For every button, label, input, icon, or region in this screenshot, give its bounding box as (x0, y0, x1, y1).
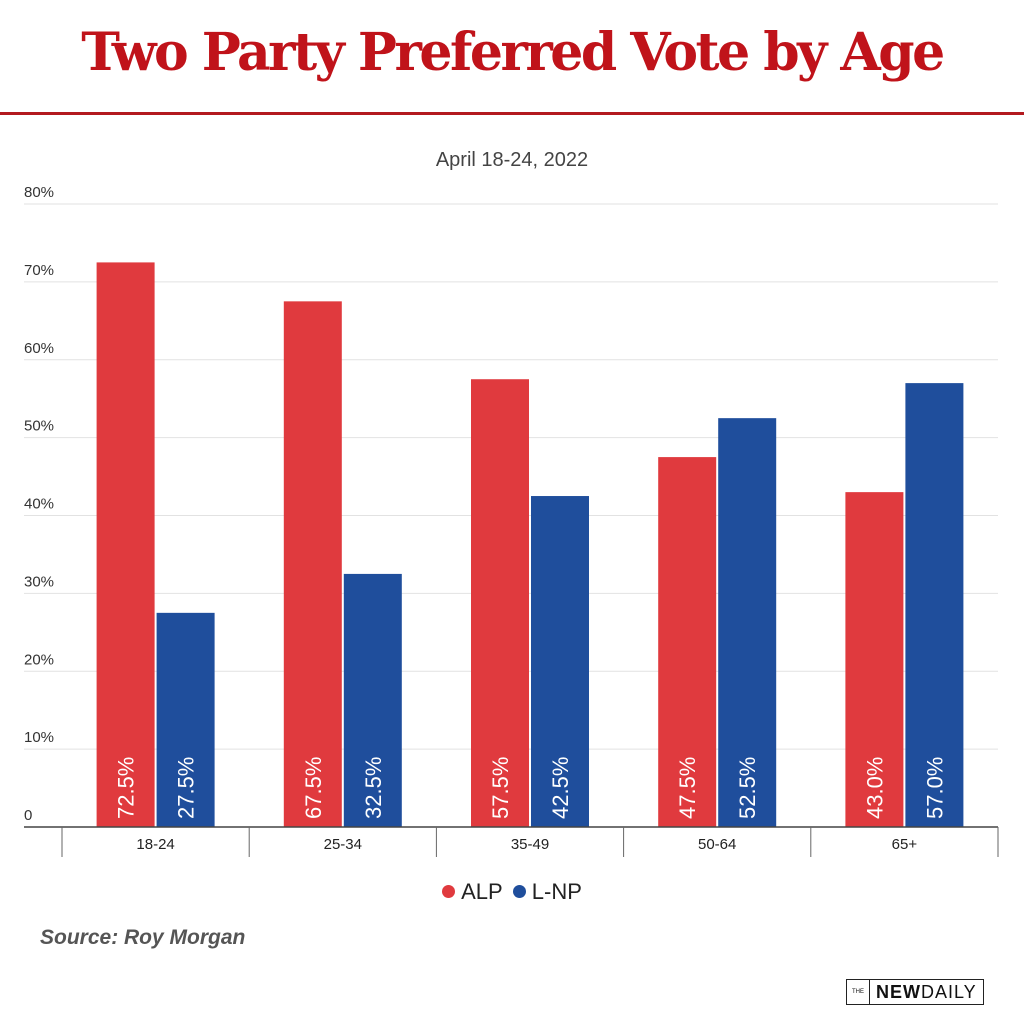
y-tick-label: 20% (24, 651, 54, 668)
bar-data-label: 27.5% (174, 757, 199, 819)
x-tick-label: 35-49 (511, 836, 549, 853)
source-note: Source: Roy Morgan (40, 926, 246, 949)
legend-label-alp: ALP (461, 878, 503, 904)
bar-data-label: 32.5% (361, 757, 386, 819)
bar-data-label: 52.5% (735, 757, 760, 819)
bar-alp-65+ (845, 492, 904, 827)
bar-data-label: 47.5% (675, 757, 700, 819)
alp-dot-icon (442, 885, 456, 898)
y-tick-label: 80% (24, 184, 54, 201)
y-tick-label: 10% (24, 729, 54, 746)
bar-l-np-35-49 (531, 496, 589, 827)
y-tick-label: 50% (24, 418, 54, 435)
bar-data-label: 43.0% (862, 757, 887, 819)
bar-data-labels: 72.5% 27.5% 67.5% 32.5% 57.5% 42.5% 47.5% 52.5%… (114, 757, 948, 819)
newdaily-logo: THE NEW DAILY (846, 979, 984, 1005)
x-tick-label: 18-24 (136, 836, 174, 853)
bar-l-np-50-64 (718, 418, 777, 827)
bar-data-label: 57.5% (488, 757, 513, 819)
lnp-dot-icon (512, 885, 526, 898)
y-tick-label: 30% (24, 573, 54, 590)
legend-item-lnp[interactable]: L-NP (512, 878, 582, 905)
bar-alp-18-24 (96, 262, 155, 827)
y-tick-label: 40% (24, 496, 54, 513)
bar-data-label: 67.5% (301, 757, 326, 819)
bar-data-label: 57.0% (922, 757, 947, 819)
x-axis: 18-24 25-34 35-49 50-64 65+ (24, 826, 999, 857)
chart-subtitle: April 18-24, 2022 (435, 149, 589, 171)
x-tick-label: 65+ (892, 836, 918, 853)
y-tick-label: 70% (24, 262, 54, 279)
bar-alp-25-34 (283, 301, 342, 827)
y-tick-label: 60% (24, 340, 54, 357)
bar-data-label: 42.5% (548, 757, 573, 819)
legend: ALP L-NP (0, 878, 1024, 905)
x-tick-label: 50-64 (698, 836, 736, 853)
logo-name: NEW DAILY (870, 980, 983, 1004)
y-axis-ticks: 0 10% 20% 30% 40% 50% 60% 70% 80% (24, 184, 54, 824)
bar-chart: 0 10% 20% 30% 40% 50% 60% 70% 80% 72.5% 27.5% 67.5… (24, 184, 999, 857)
logo-new: NEW (876, 981, 921, 1002)
bar-l-np-65+ (905, 383, 964, 827)
logo-daily: DAILY (921, 981, 977, 1002)
title-divider (0, 112, 1024, 115)
bar-alp-35-49 (471, 379, 529, 827)
chart-title: Two Party Preferred Vote by Age (81, 22, 945, 83)
bar-alp-50-64 (658, 457, 717, 827)
y-tick-label: 0 (24, 807, 32, 824)
bar-l-np-25-34 (343, 573, 402, 827)
bars (96, 262, 964, 827)
logo-the: THE (847, 980, 870, 1004)
legend-label-lnp: L-NP (531, 878, 582, 904)
legend-item-alp[interactable]: ALP (442, 879, 503, 905)
x-tick-label: 25-34 (324, 836, 362, 853)
bar-data-label: 72.5% (114, 757, 139, 819)
bar-l-np-18-24 (156, 612, 215, 827)
